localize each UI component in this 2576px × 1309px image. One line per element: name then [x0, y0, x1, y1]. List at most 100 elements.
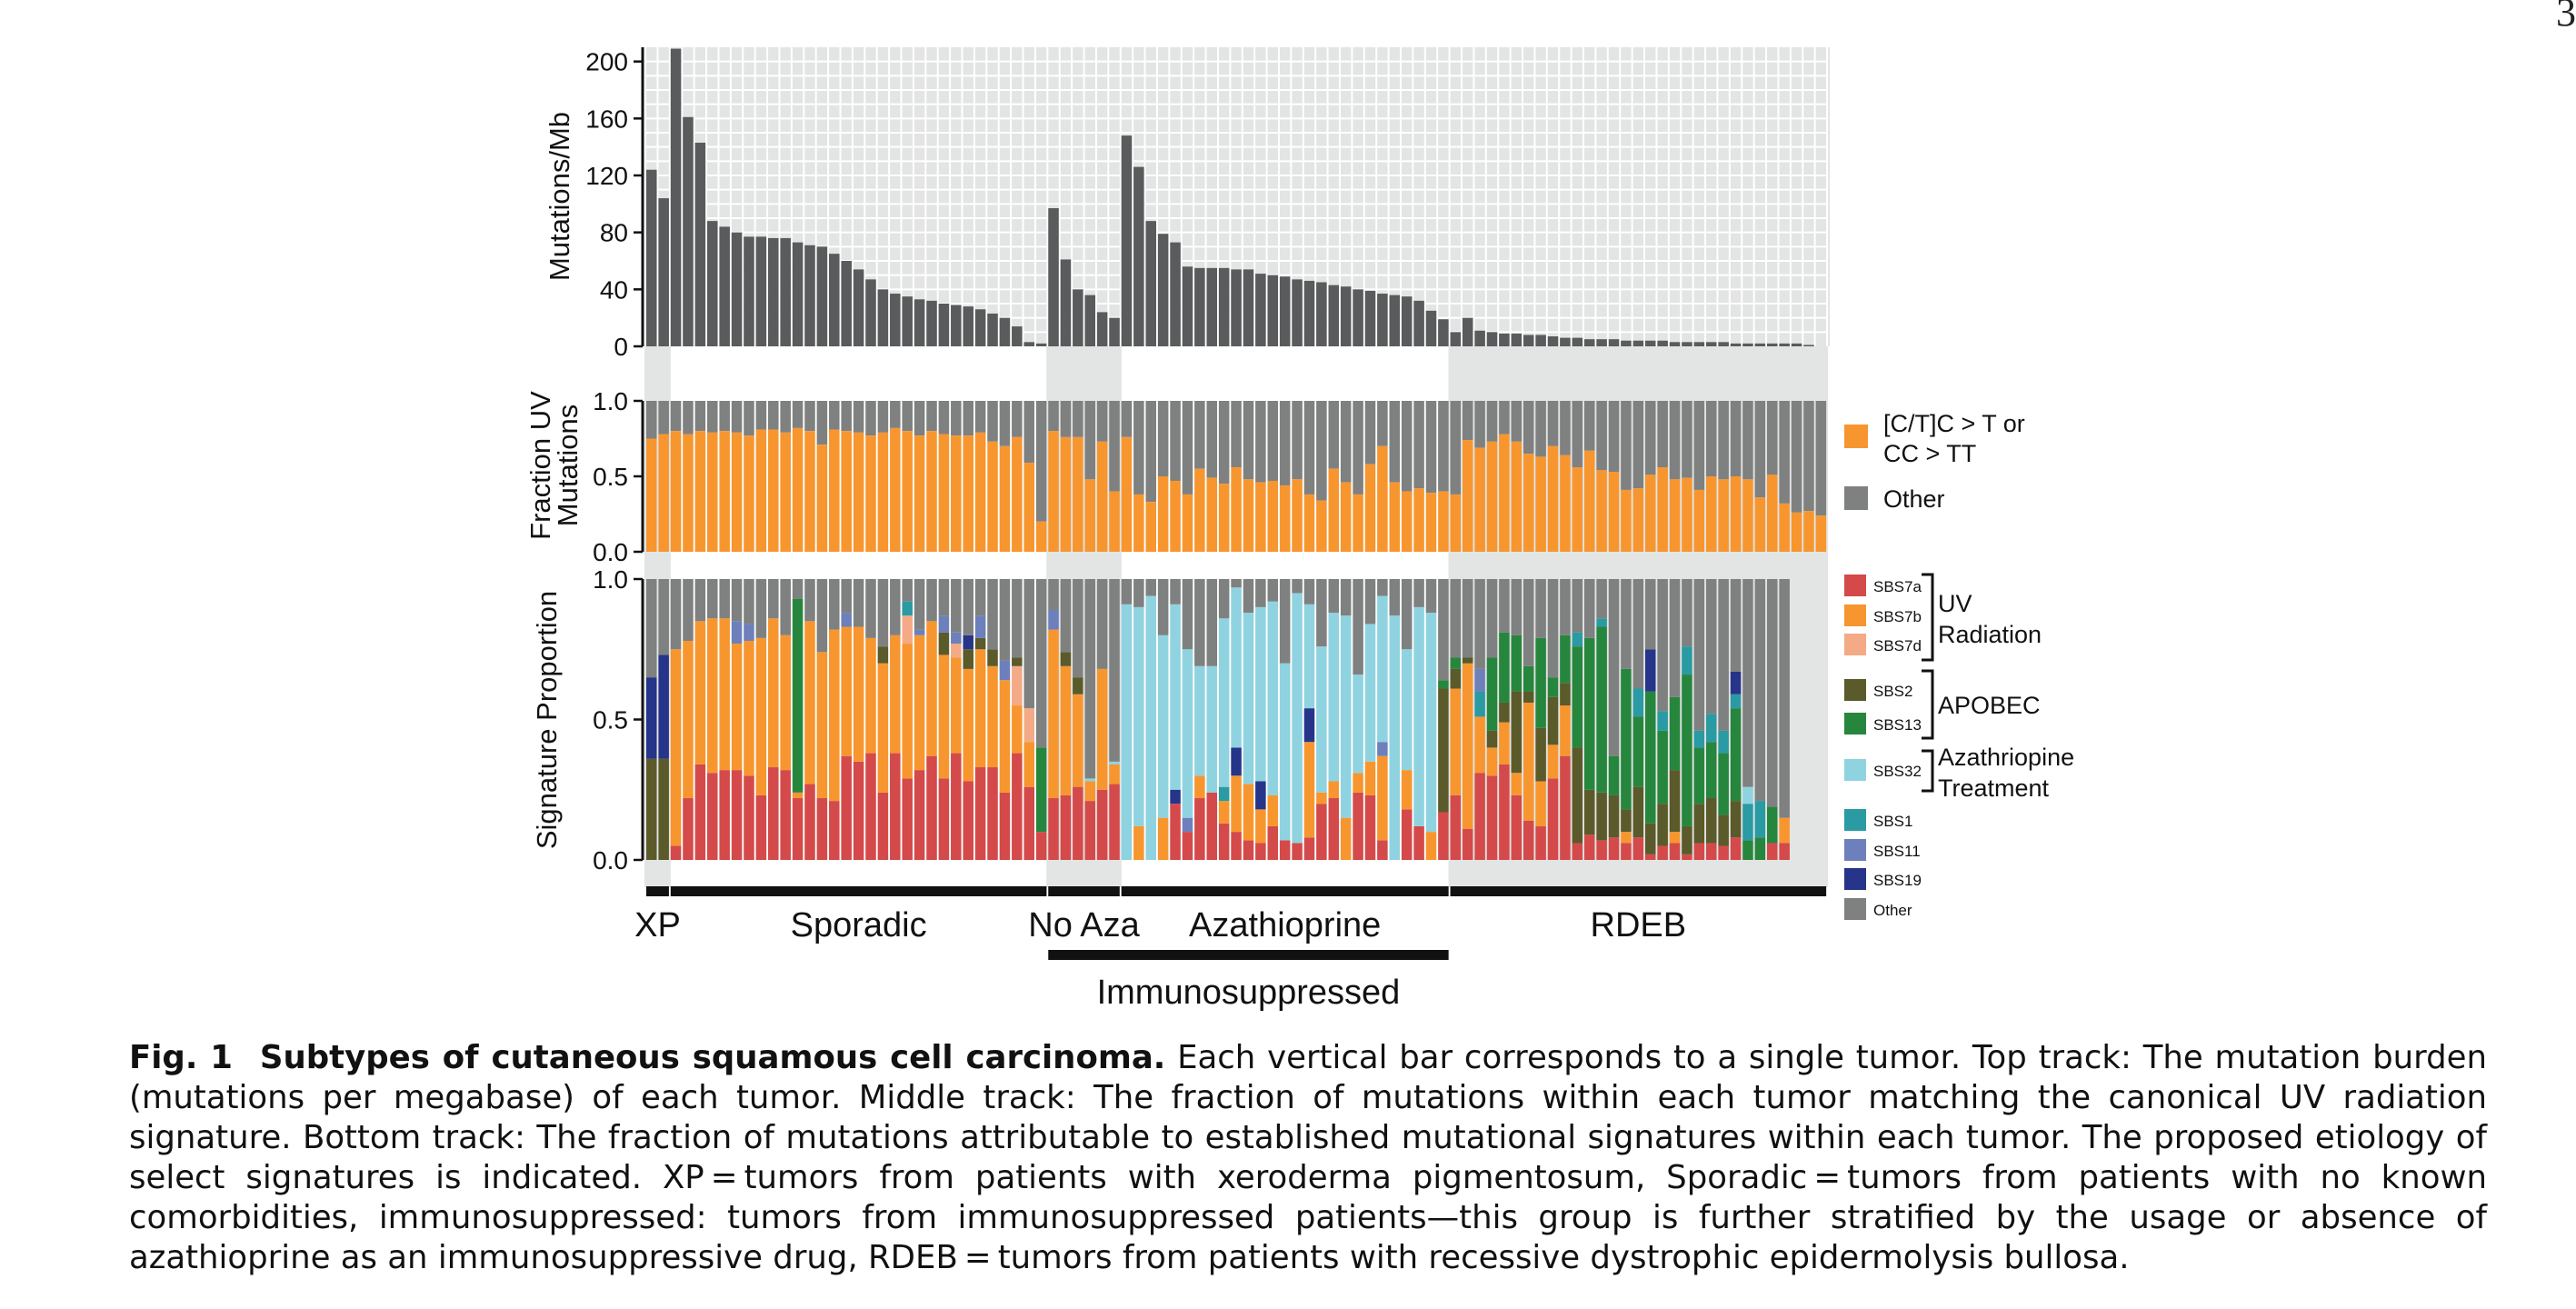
uv-fraction-bar: [1766, 475, 1778, 552]
uv-other-bar: [658, 401, 669, 435]
uv-fraction-bar: [890, 427, 901, 552]
signature-segment-other: [1035, 579, 1047, 748]
signature-segment-other: [719, 579, 730, 619]
uv-fraction-bar: [1693, 489, 1705, 552]
signature-segment-sbs7b: [1328, 781, 1340, 799]
uv-fraction-bar: [1535, 456, 1546, 552]
signature-segment-sbs7a: [683, 798, 694, 860]
signature-segment-other: [1779, 579, 1790, 818]
mutation-burden-bar: [1012, 326, 1023, 346]
uv-fraction-bar: [1073, 436, 1083, 552]
top-track-tick-label: 0: [614, 333, 628, 361]
signature-segment-sbs32: [1742, 786, 1753, 804]
signature-segment-sbs7b: [951, 657, 962, 754]
mutation-burden-bar: [938, 304, 950, 346]
signature-segment-sbs2: [1718, 814, 1729, 846]
signature-segment-sbs13: [1705, 742, 1717, 799]
signature-segment-sbs2: [1657, 804, 1668, 846]
signature-segment-other: [1401, 579, 1413, 650]
legend-swatch-other: [1844, 898, 1866, 920]
signature-segment-sbs7d: [902, 615, 913, 645]
signature-segment-sbs7b: [1316, 792, 1327, 804]
top-track-shade: [1448, 346, 1829, 399]
signature-segment-sbs19: [1644, 649, 1656, 692]
signature-segment-sbs13: [1583, 637, 1595, 790]
uv-other-bar: [877, 401, 889, 433]
signature-segment-sbs2: [1669, 770, 1681, 833]
signature-segment-sbs7d: [951, 644, 962, 658]
signature-segment-sbs13: [1657, 730, 1668, 804]
signature-segment-other: [1438, 579, 1449, 681]
signature-segment-sbs1: [902, 601, 913, 616]
signature-segment-sbs11: [744, 624, 754, 641]
mutation-burden-bar: [1303, 280, 1315, 346]
legend-label-sbs7b: SBS7b: [1873, 608, 1922, 625]
signature-segment-sbs32: [1328, 613, 1340, 782]
mutation-burden-bar: [1657, 340, 1668, 346]
signature-segment-sbs7b: [1340, 817, 1352, 860]
legend-label-sbs1: SBS1: [1873, 813, 1912, 830]
signature-segment-other: [938, 579, 950, 616]
uv-other-bar: [1547, 401, 1559, 446]
signature-segment-sbs7b: [1560, 705, 1571, 756]
uv-fraction-bar: [646, 438, 657, 552]
uv-fraction-bar: [1121, 436, 1133, 552]
uv-fraction-bar: [1523, 454, 1534, 552]
uv-fraction-bar: [1243, 479, 1254, 552]
signature-segment-sbs19: [1231, 747, 1242, 776]
uv-other-bar: [1766, 401, 1778, 475]
signature-segment-sbs7a: [1608, 837, 1620, 860]
signature-segment-sbs1: [1596, 618, 1607, 627]
uv-fraction-bar: [1292, 479, 1303, 552]
signature-segment-sbs13: [1572, 646, 1583, 748]
uv-other-bar: [1815, 401, 1827, 516]
signature-segment-sbs11: [951, 632, 962, 645]
signature-segment-sbs7b: [816, 652, 828, 799]
signature-segment-sbs13: [1693, 747, 1705, 804]
legend-bracket: [1922, 573, 1934, 662]
uv-fraction-bar: [1182, 494, 1193, 552]
signature-segment-sbs7a: [890, 753, 901, 860]
uv-other-bar: [719, 401, 730, 432]
group-bar: [670, 886, 1047, 896]
uv-fraction-bar: [902, 431, 913, 552]
uv-fraction-bar: [1364, 464, 1376, 552]
mutation-burden-bar: [1353, 289, 1363, 346]
signature-segment-sbs7b: [1621, 832, 1632, 844]
signature-segment-sbs7a: [1474, 773, 1485, 860]
mutation-burden-bar: [1462, 317, 1473, 346]
signature-segment-sbs19: [1303, 708, 1315, 743]
uv-fraction-bar: [780, 432, 791, 552]
uv-fraction-bar: [804, 431, 815, 552]
uv-other-bar: [1145, 401, 1157, 503]
uv-fraction-bar: [1486, 441, 1498, 552]
uv-other-bar: [1292, 401, 1303, 480]
signature-segment-sbs13: [1499, 632, 1510, 703]
signature-segment-sbs32: [1170, 604, 1181, 790]
uv-other-bar: [1401, 401, 1413, 492]
signature-segment-sbs2: [1560, 683, 1571, 706]
signature-segment-sbs2: [1486, 730, 1498, 748]
signature-segment-sbs7a: [1669, 843, 1681, 860]
signature-segment-sbs7b: [1255, 809, 1266, 844]
mutation-burden-bar: [1401, 296, 1413, 346]
signature-segment-other: [999, 579, 1011, 661]
uv-fraction-bar: [1328, 468, 1340, 552]
uv-fraction-bar: [1145, 502, 1157, 552]
uv-other-bar: [1657, 401, 1668, 468]
uv-other-bar: [963, 401, 973, 436]
mutation-burden-bar: [1145, 221, 1157, 346]
signature-segment-other: [1389, 579, 1401, 616]
bot-track-shade: [1046, 577, 1122, 887]
signature-segment-sbs7a: [841, 755, 852, 860]
signature-segment-sbs7b: [853, 626, 864, 762]
signature-segment-sbs2: [1547, 696, 1559, 745]
mutation-burden-bar: [1754, 343, 1766, 346]
uv-fraction-bar: [1377, 445, 1388, 552]
signature-segment-sbs7a: [1073, 786, 1083, 860]
uv-other-bar: [890, 401, 901, 428]
signature-segment-sbs2: [1511, 691, 1523, 774]
signature-segment-sbs7b: [1547, 744, 1559, 779]
signature-segment-sbs7a: [1632, 837, 1644, 860]
uv-other-bar: [1121, 401, 1133, 437]
